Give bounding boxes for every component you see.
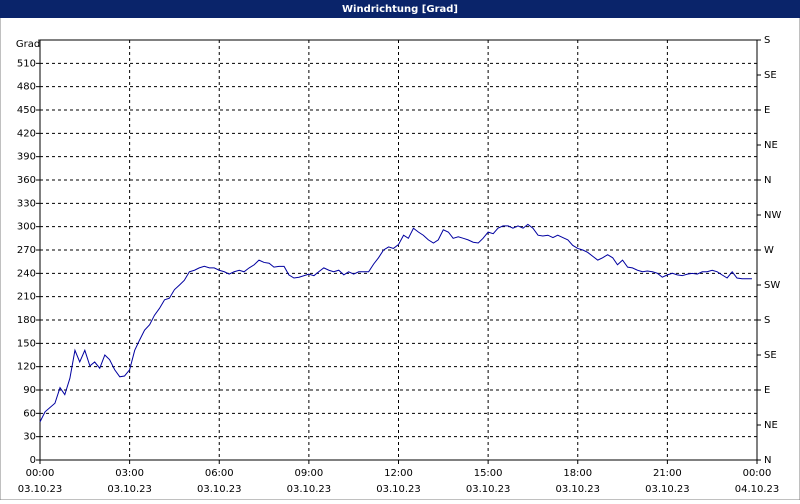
title-bar — [0, 0, 800, 18]
y2-tick-label: N — [764, 455, 771, 466]
y-tick-label: 210 — [17, 292, 36, 303]
x-tick-date: 03.10.23 — [197, 484, 242, 495]
y2-tick-label: NE — [764, 420, 778, 431]
x-tick-date: 03.10.23 — [287, 484, 332, 495]
x-tick-date: 03.10.23 — [555, 484, 600, 495]
y2-tick-label: NW — [764, 210, 781, 221]
x-tick-label: 21:00 — [653, 468, 682, 479]
y2-tick-label: E — [764, 105, 770, 116]
y-tick-label: 0 — [30, 455, 36, 466]
y-tick-label: 420 — [17, 128, 36, 139]
y2-tick-label: SW — [764, 280, 780, 291]
y2-tick-label: N — [764, 175, 771, 186]
x-tick-label: 12:00 — [384, 468, 413, 479]
x-tick-date: 04.10.23 — [735, 484, 780, 495]
data-line — [39, 223, 752, 423]
x-tick-label: 06:00 — [205, 468, 234, 479]
y-tick-label: 360 — [17, 175, 36, 186]
y2-tick-label: NE — [764, 140, 778, 151]
x-tick-date: 03.10.23 — [466, 484, 511, 495]
y-tick-label: 270 — [17, 245, 36, 256]
chart-title: Windrichtung [Grad] — [342, 4, 458, 15]
y2-tick-label: S — [764, 35, 770, 46]
x-tick-date: 03.10.23 — [645, 484, 690, 495]
y-tick-label: 330 — [17, 198, 36, 209]
y-axis-label: Grad — [16, 39, 40, 50]
x-tick-date: 03.10.23 — [18, 484, 63, 495]
y-tick-label: 480 — [17, 82, 36, 93]
x-tick-label: 18:00 — [563, 468, 592, 479]
y-tick-label: 390 — [17, 152, 36, 163]
y-tick-label: 300 — [17, 222, 36, 233]
y2-tick-label: S — [764, 315, 770, 326]
x-tick-label: 00:00 — [743, 468, 772, 479]
y-tick-label: 30 — [23, 432, 36, 443]
y-tick-label: 90 — [23, 385, 36, 396]
y-tick-label: 60 — [23, 408, 36, 419]
y2-tick-label: SE — [764, 70, 777, 81]
y-tick-label: 240 — [17, 268, 36, 279]
x-tick-date: 03.10.23 — [376, 484, 421, 495]
x-tick-label: 03:00 — [115, 468, 144, 479]
y-tick-label: 510 — [17, 58, 36, 69]
x-tick-date: 03.10.23 — [107, 484, 152, 495]
y-tick-label: 180 — [17, 315, 36, 326]
x-tick-label: 09:00 — [294, 468, 323, 479]
x-tick-label: 15:00 — [474, 468, 503, 479]
x-tick-label: 00:00 — [26, 468, 55, 479]
y-tick-label: 450 — [17, 105, 36, 116]
y2-tick-label: SE — [764, 350, 777, 361]
y-tick-label: 150 — [17, 338, 36, 349]
y2-tick-label: E — [764, 385, 770, 396]
y-tick-label: 120 — [17, 362, 36, 373]
y2-tick-label: W — [764, 245, 774, 256]
